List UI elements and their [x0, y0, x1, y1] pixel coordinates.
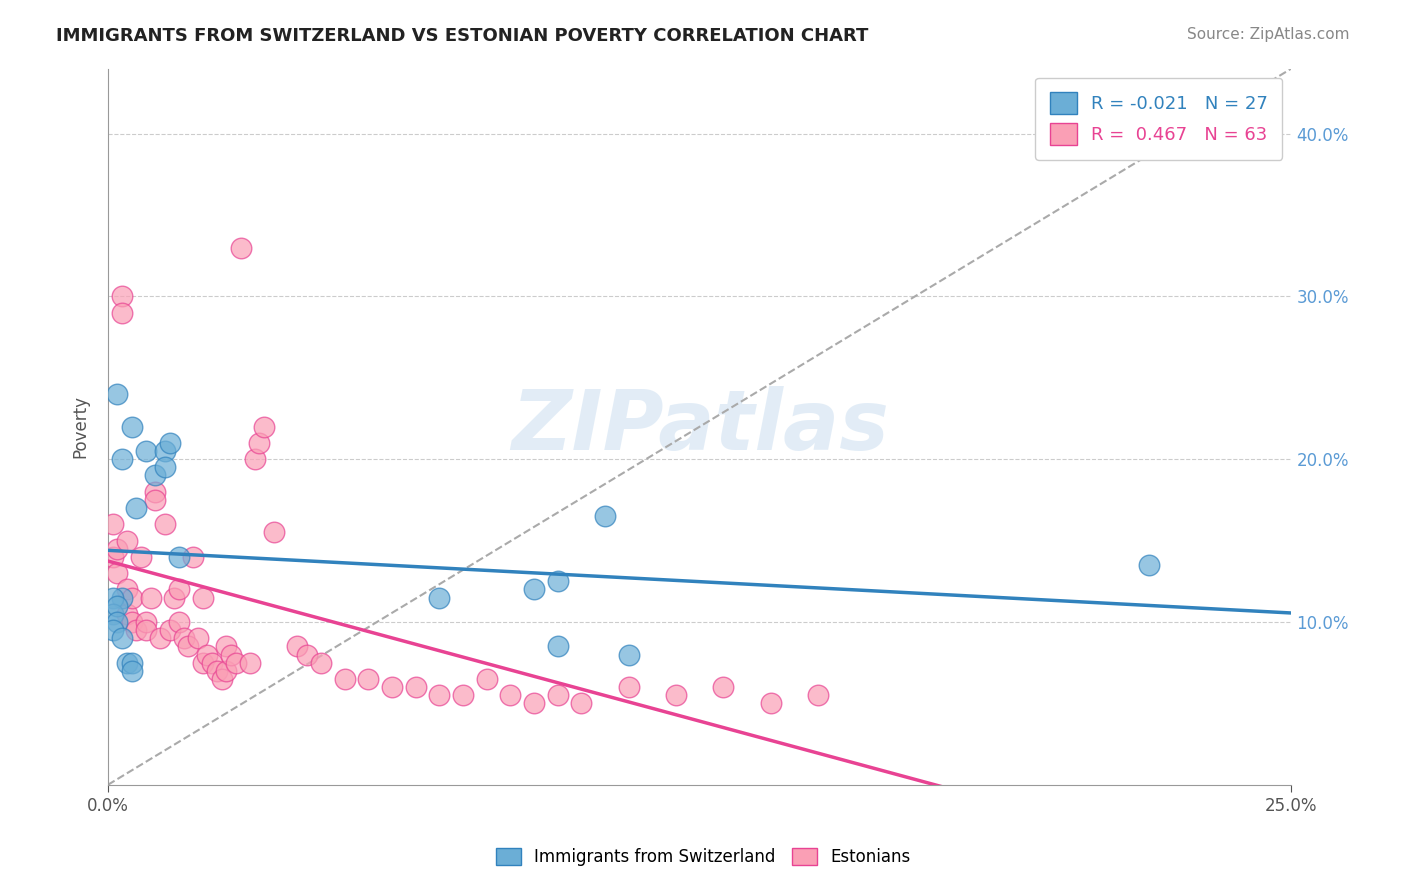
- Point: [593, 509, 616, 524]
- Point: [617, 680, 640, 694]
- Point: [115, 656, 138, 670]
- Point: [357, 672, 380, 686]
- Point: [219, 648, 242, 662]
- Point: [121, 615, 143, 629]
- Point: [135, 615, 157, 629]
- Legend: R = -0.021   N = 27, R =  0.467   N = 63: R = -0.021 N = 27, R = 0.467 N = 63: [1035, 78, 1282, 160]
- Point: [547, 640, 569, 654]
- Point: [181, 549, 204, 564]
- Point: [129, 549, 152, 564]
- Point: [523, 697, 546, 711]
- Legend: Immigrants from Switzerland, Estonians: Immigrants from Switzerland, Estonians: [488, 840, 918, 875]
- Point: [191, 656, 214, 670]
- Text: IMMIGRANTS FROM SWITZERLAND VS ESTONIAN POVERTY CORRELATION CHART: IMMIGRANTS FROM SWITZERLAND VS ESTONIAN …: [56, 27, 869, 45]
- Point: [263, 525, 285, 540]
- Point: [807, 688, 830, 702]
- Point: [215, 640, 238, 654]
- Point: [523, 582, 546, 597]
- Point: [153, 517, 176, 532]
- Point: [153, 444, 176, 458]
- Point: [121, 419, 143, 434]
- Point: [101, 517, 124, 532]
- Point: [163, 591, 186, 605]
- Point: [211, 672, 233, 686]
- Point: [121, 664, 143, 678]
- Point: [143, 468, 166, 483]
- Point: [381, 680, 404, 694]
- Point: [205, 664, 228, 678]
- Point: [177, 640, 200, 654]
- Point: [107, 566, 129, 581]
- Point: [451, 688, 474, 702]
- Point: [253, 419, 276, 434]
- Point: [121, 591, 143, 605]
- Point: [295, 648, 318, 662]
- Point: [101, 549, 124, 564]
- Point: [135, 623, 157, 637]
- Point: [547, 688, 569, 702]
- Point: [225, 656, 247, 670]
- Point: [111, 306, 134, 320]
- Point: [617, 648, 640, 662]
- Point: [309, 656, 332, 670]
- Point: [101, 591, 124, 605]
- Point: [569, 697, 592, 711]
- Point: [547, 574, 569, 589]
- Point: [713, 680, 735, 694]
- Point: [167, 615, 190, 629]
- Point: [143, 492, 166, 507]
- Point: [111, 452, 134, 467]
- Point: [111, 632, 134, 646]
- Point: [101, 623, 124, 637]
- Point: [475, 672, 498, 686]
- Point: [201, 656, 224, 670]
- Point: [167, 549, 190, 564]
- Point: [191, 591, 214, 605]
- Point: [115, 533, 138, 548]
- Point: [125, 623, 148, 637]
- Point: [427, 591, 450, 605]
- Point: [121, 656, 143, 670]
- Text: ZIPatlas: ZIPatlas: [510, 386, 889, 467]
- Point: [101, 607, 124, 621]
- Point: [107, 387, 129, 401]
- Point: [239, 656, 262, 670]
- Point: [107, 615, 129, 629]
- Point: [215, 664, 238, 678]
- Point: [111, 289, 134, 303]
- Point: [115, 582, 138, 597]
- Point: [135, 444, 157, 458]
- Point: [159, 436, 181, 450]
- Point: [1139, 558, 1161, 572]
- Point: [499, 688, 522, 702]
- Y-axis label: Poverty: Poverty: [72, 395, 89, 458]
- Point: [229, 241, 252, 255]
- Point: [139, 591, 162, 605]
- Point: [285, 640, 308, 654]
- Point: [427, 688, 450, 702]
- Point: [173, 632, 195, 646]
- Point: [167, 582, 190, 597]
- Point: [249, 436, 271, 450]
- Point: [107, 541, 129, 556]
- Point: [143, 484, 166, 499]
- Point: [159, 623, 181, 637]
- Point: [405, 680, 427, 694]
- Text: Source: ZipAtlas.com: Source: ZipAtlas.com: [1187, 27, 1350, 42]
- Point: [153, 460, 176, 475]
- Point: [333, 672, 356, 686]
- Point: [759, 697, 782, 711]
- Point: [107, 599, 129, 613]
- Point: [125, 501, 148, 516]
- Point: [111, 591, 134, 605]
- Point: [243, 452, 266, 467]
- Point: [197, 648, 219, 662]
- Point: [665, 688, 688, 702]
- Point: [115, 607, 138, 621]
- Point: [149, 632, 172, 646]
- Point: [187, 632, 209, 646]
